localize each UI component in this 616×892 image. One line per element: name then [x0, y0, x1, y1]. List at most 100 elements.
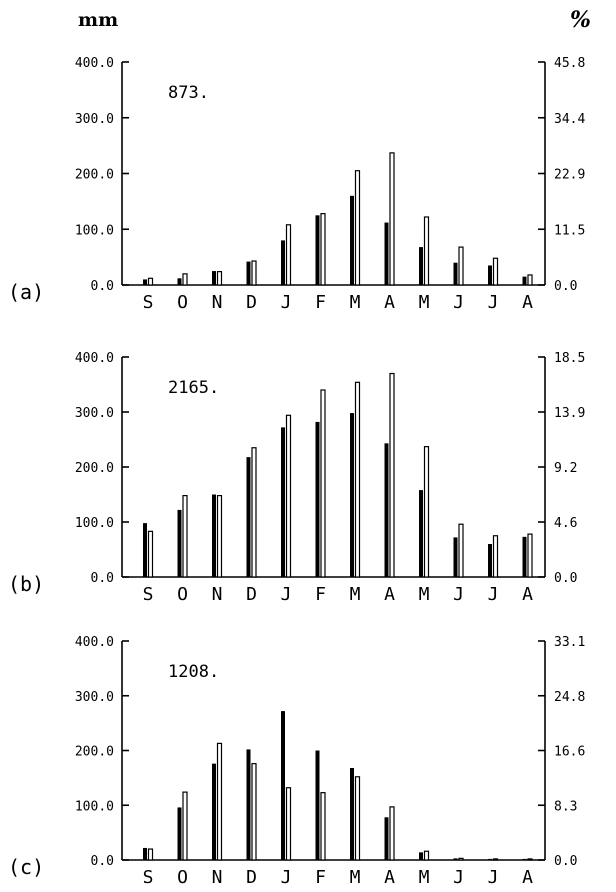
category-label: A [522, 292, 533, 313]
category-label: M [350, 867, 361, 888]
category-label: O [177, 867, 188, 888]
bar-series-1 [522, 276, 527, 285]
bar-series-1 [350, 195, 354, 285]
right-tick-label: 0.0 [554, 854, 577, 869]
bar-series-2 [458, 246, 464, 286]
bar-series-2 [389, 806, 395, 861]
bar-series-1 [246, 261, 251, 285]
bar-series-1 [453, 537, 458, 577]
category-label: A [384, 867, 395, 888]
left-tick-label: 100.0 [75, 516, 114, 531]
bar-series-1 [212, 271, 216, 285]
left-tick-label: 300.0 [75, 112, 114, 127]
category-label: F [315, 867, 326, 888]
bar-series-2 [423, 216, 430, 286]
bar-series-1 [143, 279, 147, 285]
bar-series-1 [384, 817, 389, 860]
category-label: S [143, 584, 154, 605]
category-label: O [177, 584, 188, 605]
bar-series-1 [419, 247, 423, 285]
bar-series-2 [147, 277, 154, 286]
bar-series-1 [350, 413, 354, 577]
category-label: D [246, 867, 257, 888]
right-tick-label: 11.5 [554, 223, 585, 238]
panel-label: (c) [8, 855, 44, 879]
right-tick-label: 8.3 [554, 799, 577, 814]
bar-series-1 [281, 427, 285, 577]
bar-series-1 [281, 711, 285, 860]
total-annotation: 2165. [168, 378, 219, 398]
bar-series-2 [389, 152, 395, 286]
category-label: J [281, 292, 292, 313]
bar-series-2 [285, 414, 292, 578]
total-annotation: 873. [168, 83, 209, 103]
left-tick-label: 400.0 [75, 635, 114, 650]
right-tick-label: 22.9 [554, 168, 585, 183]
bar-series-1 [177, 509, 182, 577]
category-label: N [212, 584, 223, 605]
category-label: J [281, 584, 292, 605]
right-tick-label: 9.2 [554, 461, 577, 476]
bar-series-1 [143, 523, 147, 577]
bar-series-2 [527, 858, 533, 861]
category-label: M [419, 584, 430, 605]
category-label: N [212, 867, 223, 888]
category-label: S [143, 867, 154, 888]
bar-series-1 [212, 494, 216, 577]
left-tick-label: 0.0 [91, 571, 114, 586]
bar-series-2 [216, 271, 223, 286]
bar-series-2 [423, 850, 430, 861]
bar-series-2 [389, 372, 395, 578]
right-tick-label: 18.5 [554, 351, 585, 366]
right-tick-label: 16.6 [554, 745, 585, 760]
left-tick-label: 300.0 [75, 406, 114, 421]
left-tick-label: 300.0 [75, 690, 114, 705]
bar-series-2 [320, 792, 326, 861]
bar-series-2 [182, 791, 188, 861]
bar-series-2 [182, 273, 188, 286]
category-label: D [246, 292, 257, 313]
category-label: F [315, 584, 326, 605]
bar-series-1 [246, 749, 251, 860]
bar-series-1 [315, 421, 320, 577]
bar-series-2 [320, 213, 326, 286]
category-label: F [315, 292, 326, 313]
category-label: A [522, 584, 533, 605]
bar-series-1 [522, 858, 527, 860]
left-tick-label: 100.0 [75, 799, 114, 814]
bar-series-2 [216, 742, 223, 861]
left-tick-label: 200.0 [75, 168, 114, 183]
right-tick-label: 33.1 [554, 635, 585, 650]
bar-series-1 [350, 768, 354, 860]
panel-label: (a) [8, 280, 44, 304]
bar-series-2 [285, 787, 292, 861]
category-label: O [177, 292, 188, 313]
bar-series-2 [285, 224, 292, 286]
bar-series-2 [147, 848, 154, 861]
bar-series-1 [212, 763, 216, 860]
bar-series-2 [354, 381, 361, 578]
total-annotation: 1208. [168, 662, 219, 682]
bar-series-1 [143, 847, 147, 860]
bar-series-2 [492, 535, 499, 578]
bar-series-1 [488, 858, 492, 860]
bar-series-1 [246, 457, 251, 577]
category-label: J [453, 292, 464, 313]
right-unit-label: % [570, 7, 591, 33]
bar-series-2 [458, 857, 464, 861]
bar-series-1 [315, 215, 320, 285]
right-tick-label: 4.6 [554, 516, 577, 531]
bar-series-2 [527, 274, 533, 286]
bar-series-2 [423, 446, 430, 578]
right-tick-label: 0.0 [554, 571, 577, 586]
bar-series-1 [419, 852, 423, 860]
bar-series-2 [354, 776, 361, 861]
panel-2: 0.0 100.0 200.0 300.0 400.0 0.0 4.6 9.2 13.9 18.5… [8, 351, 585, 605]
category-label: J [488, 584, 499, 605]
bar-series-1 [281, 240, 285, 285]
left-tick-label: 100.0 [75, 223, 114, 238]
left-tick-label: 400.0 [75, 351, 114, 366]
panel-3: 0.0 100.0 200.0 300.0 400.0 0.0 8.3 16.6 24.8 33.… [8, 635, 585, 888]
category-label: S [143, 292, 154, 313]
category-label: J [488, 292, 499, 313]
